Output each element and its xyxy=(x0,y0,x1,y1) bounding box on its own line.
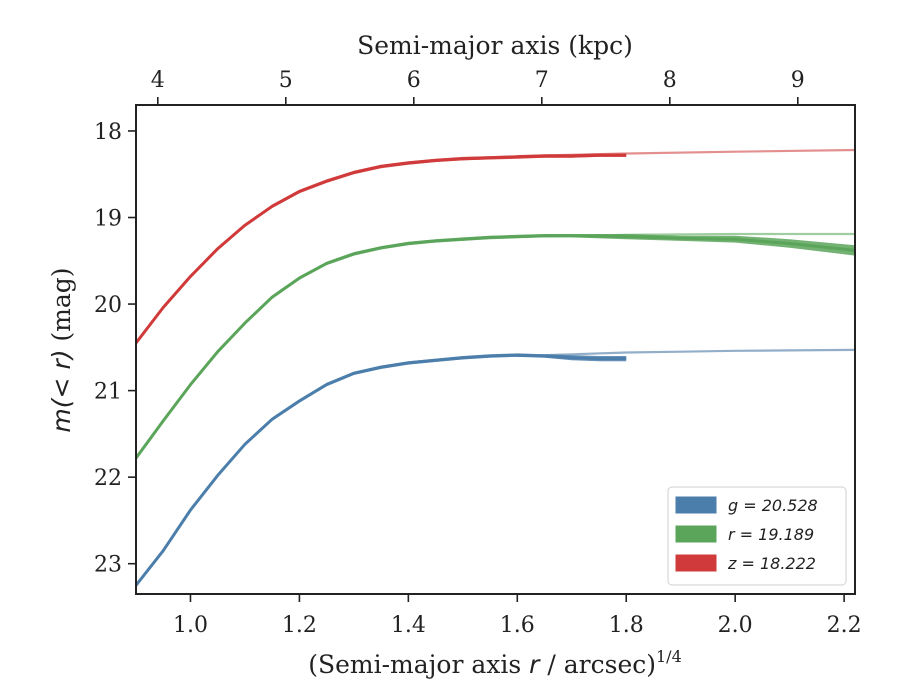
x-axis-title: (Semi-major axis r / arcsec)1/4 xyxy=(308,647,682,679)
x-axis-title-prefix: (Semi-major axis xyxy=(308,650,529,679)
y-axis-title-var: m(< r) xyxy=(47,350,76,433)
x-tick-label: 1.0 xyxy=(173,613,208,638)
x-tick-label: 2.2 xyxy=(827,613,862,638)
series-r-line xyxy=(136,234,855,459)
top-x-tick-label: 4 xyxy=(151,68,165,93)
y-tick-label: 22 xyxy=(94,466,122,491)
axis-ticks: 1.0 1.2 1.4 1.6 1.8 2.0 2.2 18 19 20 21 22 23 4 5 6 7 8 9 xyxy=(94,68,862,638)
legend-label: g = 20.528 xyxy=(728,496,818,515)
x-tick-label: 2.0 xyxy=(718,613,753,638)
legend: g = 20.528 r = 19.189 z = 18.222 xyxy=(667,486,847,586)
top-x-tick-label: 7 xyxy=(535,68,549,93)
x-tick-label: 1.4 xyxy=(391,613,426,638)
legend-swatch xyxy=(675,554,717,572)
x-tick-label: 1.6 xyxy=(500,613,535,638)
top-x-axis-title: Semi-major axis (kpc) xyxy=(357,31,633,60)
top-x-tick-label: 8 xyxy=(663,68,677,93)
top-x-tick-label: 5 xyxy=(279,68,293,93)
y-tick-label: 21 xyxy=(94,380,122,405)
top-x-tick-label: 9 xyxy=(791,68,805,93)
x-axis-title-suffix: / arcsec) xyxy=(539,650,656,679)
legend-swatch xyxy=(675,525,717,543)
top-x-tick-label: 6 xyxy=(407,68,421,93)
series-g-line xyxy=(136,353,627,587)
legend-label: z = 18.222 xyxy=(727,554,816,573)
x-tick-label: 1.8 xyxy=(609,613,644,638)
x-axis-title-var: r xyxy=(529,650,541,679)
y-tick-label: 23 xyxy=(94,553,122,578)
series-g-model-line xyxy=(517,348,855,358)
y-axis-title: m(< r) (mag) xyxy=(47,267,76,432)
x-tick-label: 1.2 xyxy=(282,613,317,638)
legend-swatch xyxy=(675,496,717,514)
y-tick-label: 20 xyxy=(94,293,122,318)
y-tick-label: 19 xyxy=(94,207,122,232)
series-z-line xyxy=(136,153,627,344)
series-r-band xyxy=(136,234,855,460)
y-tick-label: 18 xyxy=(94,120,122,145)
y-axis-title-suffix: (mag) xyxy=(47,267,76,349)
plot-content xyxy=(136,148,855,588)
plot-frame xyxy=(135,104,856,595)
x-axis-title-sup: 1/4 xyxy=(656,647,682,666)
series-g-band xyxy=(136,353,627,588)
legend-label: r = 19.189 xyxy=(728,525,814,544)
